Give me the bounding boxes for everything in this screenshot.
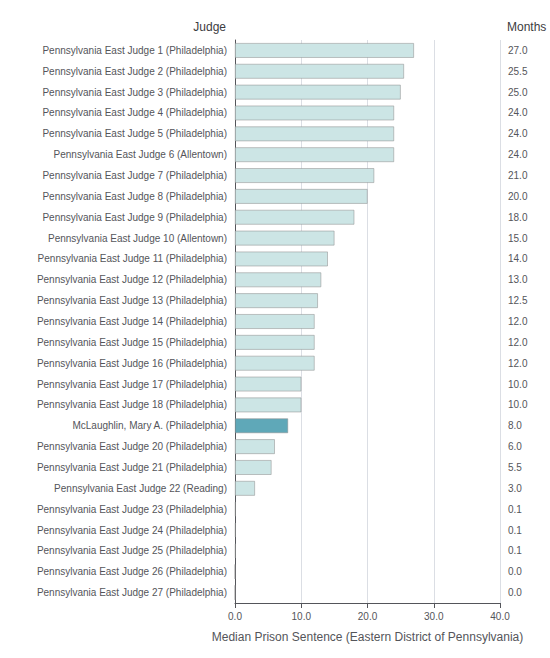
svg-text:Pennsylvania East Judge 24 (Ph: Pennsylvania East Judge 24 (Philadelphia… xyxy=(37,525,227,536)
svg-text:Pennsylvania East Judge 10 (Al: Pennsylvania East Judge 10 (Allentown) xyxy=(48,233,227,244)
svg-text:6.0: 6.0 xyxy=(508,441,522,452)
svg-text:20.0: 20.0 xyxy=(358,611,378,622)
svg-text:Judge: Judge xyxy=(193,20,226,34)
svg-text:Pennsylvania East Judge 6 (All: Pennsylvania East Judge 6 (Allentown) xyxy=(54,149,227,160)
svg-text:Pennsylvania East Judge 1 (Phi: Pennsylvania East Judge 1 (Philadelphia) xyxy=(42,45,227,56)
svg-text:Pennsylvania East Judge 14 (Ph: Pennsylvania East Judge 14 (Philadelphia… xyxy=(37,316,227,327)
svg-text:Pennsylvania East Judge 21 (Ph: Pennsylvania East Judge 21 (Philadelphia… xyxy=(37,462,227,473)
svg-text:12.5: 12.5 xyxy=(508,295,528,306)
svg-text:Pennsylvania East Judge 13 (Ph: Pennsylvania East Judge 13 (Philadelphia… xyxy=(37,295,227,306)
svg-text:5.5: 5.5 xyxy=(508,462,522,473)
svg-text:8.0: 8.0 xyxy=(508,420,522,431)
svg-text:27.0: 27.0 xyxy=(508,45,528,56)
svg-text:40.0: 40.0 xyxy=(490,611,510,622)
svg-text:0.0: 0.0 xyxy=(508,566,522,577)
svg-text:0.0: 0.0 xyxy=(508,587,522,598)
svg-text:24.0: 24.0 xyxy=(508,149,528,160)
svg-text:Pennsylvania East Judge 23 (Ph: Pennsylvania East Judge 23 (Philadelphia… xyxy=(37,504,227,515)
svg-text:Pennsylvania East Judge 7 (Phi: Pennsylvania East Judge 7 (Philadelphia) xyxy=(42,170,227,181)
svg-text:Pennsylvania East Judge 27 (Ph: Pennsylvania East Judge 27 (Philadelphia… xyxy=(37,587,227,598)
svg-text:Median Prison Sentence (Easter: Median Prison Sentence (Eastern District… xyxy=(212,630,523,644)
svg-text:10.0: 10.0 xyxy=(508,379,528,390)
svg-text:18.0: 18.0 xyxy=(508,212,528,223)
svg-text:Pennsylvania East Judge 8 (Phi: Pennsylvania East Judge 8 (Philadelphia) xyxy=(42,191,227,202)
svg-text:15.0: 15.0 xyxy=(508,233,528,244)
svg-text:12.0: 12.0 xyxy=(508,316,528,327)
svg-text:24.0: 24.0 xyxy=(508,128,528,139)
svg-text:Pennsylvania East Judge 18 (Ph: Pennsylvania East Judge 18 (Philadelphia… xyxy=(37,399,227,410)
svg-text:Pennsylvania East Judge 15 (Ph: Pennsylvania East Judge 15 (Philadelphia… xyxy=(37,337,227,348)
svg-text:Pennsylvania East Judge 25 (Ph: Pennsylvania East Judge 25 (Philadelphia… xyxy=(37,545,227,556)
svg-text:Pennsylvania East Judge 16 (Ph: Pennsylvania East Judge 16 (Philadelphia… xyxy=(37,358,227,369)
svg-text:Pennsylvania East Judge 3 (Phi: Pennsylvania East Judge 3 (Philadelphia) xyxy=(42,87,227,98)
svg-text:24.0: 24.0 xyxy=(508,107,528,118)
svg-text:Pennsylvania East Judge 22 (Re: Pennsylvania East Judge 22 (Reading) xyxy=(54,483,227,494)
svg-text:14.0: 14.0 xyxy=(508,253,528,264)
svg-text:Pennsylvania East Judge 26 (Ph: Pennsylvania East Judge 26 (Philadelphia… xyxy=(37,566,227,577)
svg-text:McLaughlin, Mary A. (Philadelp: McLaughlin, Mary A. (Philadelphia) xyxy=(72,420,227,431)
svg-text:12.0: 12.0 xyxy=(508,337,528,348)
svg-text:Pennsylvania East Judge 4 (Phi: Pennsylvania East Judge 4 (Philadelphia) xyxy=(42,107,227,118)
svg-text:0.1: 0.1 xyxy=(508,504,522,515)
svg-text:0.1: 0.1 xyxy=(508,525,522,536)
svg-text:0.0: 0.0 xyxy=(228,611,242,622)
svg-text:10.0: 10.0 xyxy=(508,399,528,410)
svg-text:Pennsylvania East Judge 9 (Phi: Pennsylvania East Judge 9 (Philadelphia) xyxy=(42,212,227,223)
svg-text:21.0: 21.0 xyxy=(508,170,528,181)
svg-text:Pennsylvania East Judge 17 (Ph: Pennsylvania East Judge 17 (Philadelphia… xyxy=(37,379,227,390)
svg-text:25.0: 25.0 xyxy=(508,87,528,98)
svg-text:20.0: 20.0 xyxy=(508,191,528,202)
svg-text:13.0: 13.0 xyxy=(508,274,528,285)
svg-text:Pennsylvania East Judge 5 (Phi: Pennsylvania East Judge 5 (Philadelphia) xyxy=(42,128,227,139)
svg-text:Pennsylvania East Judge 20 (Ph: Pennsylvania East Judge 20 (Philadelphia… xyxy=(37,441,227,452)
svg-text:0.1: 0.1 xyxy=(508,545,522,556)
svg-text:25.5: 25.5 xyxy=(508,66,528,77)
svg-text:12.0: 12.0 xyxy=(508,358,528,369)
svg-text:3.0: 3.0 xyxy=(508,483,522,494)
svg-text:Pennsylvania East Judge 2 (Phi: Pennsylvania East Judge 2 (Philadelphia) xyxy=(42,66,227,77)
svg-text:10.0: 10.0 xyxy=(292,611,312,622)
svg-text:Months: Months xyxy=(507,20,546,34)
svg-text:Pennsylvania East Judge 12 (Ph: Pennsylvania East Judge 12 (Philadelphia… xyxy=(37,274,227,285)
svg-text:30.0: 30.0 xyxy=(424,611,444,622)
svg-text:Pennsylvania East Judge 11 (Ph: Pennsylvania East Judge 11 (Philadelphia… xyxy=(38,253,227,264)
